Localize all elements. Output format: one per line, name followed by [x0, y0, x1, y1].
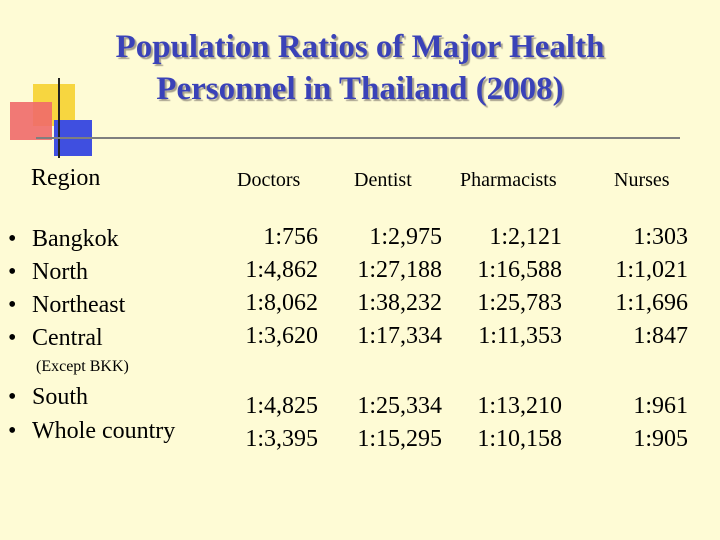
dentist-value: 1:15,295: [322, 425, 442, 453]
header-doctors: Doctors: [237, 168, 300, 192]
region-name: Bangkok: [32, 226, 119, 252]
bullet-icon: •: [8, 291, 32, 319]
doctors-value: 1:8,062: [200, 289, 318, 317]
region-name: Central: [32, 325, 103, 351]
slide-title: Population Ratios of Major Health Person…: [40, 26, 680, 110]
region-name: Northeast: [32, 292, 125, 318]
doctors-value: 1:756: [200, 223, 318, 251]
region-name: South: [32, 384, 88, 410]
table-row-region: • South: [8, 383, 88, 411]
header-nurses: Nurses: [614, 168, 670, 192]
bullet-icon: •: [8, 258, 32, 286]
pharmacists-value: 1:13,210: [448, 392, 562, 420]
dentist-value: 1:38,232: [322, 289, 442, 317]
dentist-value: 1:2,975: [322, 223, 442, 251]
header-pharmacists: Pharmacists: [460, 168, 557, 192]
table-row-region: • North: [8, 258, 88, 286]
header-dentist: Dentist: [354, 168, 412, 192]
header-region: Region: [31, 166, 100, 190]
table-row-region: • Bangkok: [8, 225, 119, 253]
bullet-icon: •: [8, 417, 32, 445]
doctors-value: 1:3,395: [200, 425, 318, 453]
nurses-value: 1:1,696: [572, 289, 688, 317]
bullet-icon: •: [8, 383, 32, 411]
bullet-icon: •: [8, 225, 32, 253]
nurses-value: 1:961: [572, 392, 688, 420]
table-row-region: • Whole country: [8, 417, 175, 445]
dentist-value: 1:25,334: [322, 392, 442, 420]
title-divider: [36, 137, 680, 139]
doctors-value: 1:4,862: [200, 256, 318, 284]
title-line-2: Personnel in Thailand (2008): [40, 68, 680, 110]
doctors-value: 1:3,620: [200, 322, 318, 350]
table-row-region: • Central: [8, 324, 103, 352]
title-line-1: Population Ratios of Major Health: [40, 26, 680, 68]
nurses-value: 1:303: [572, 223, 688, 251]
central-note: (Except BKK): [36, 358, 129, 376]
nurses-value: 1:847: [572, 322, 688, 350]
dentist-value: 1:27,188: [322, 256, 442, 284]
table-row-region: • Northeast: [8, 291, 125, 319]
pharmacists-value: 1:25,783: [448, 289, 562, 317]
nurses-value: 1:1,021: [572, 256, 688, 284]
pharmacists-value: 1:2,121: [448, 223, 562, 251]
region-name: Whole country: [32, 418, 175, 444]
pharmacists-value: 1:11,353: [448, 322, 562, 350]
region-name: North: [32, 259, 88, 285]
bullet-icon: •: [8, 324, 32, 352]
pharmacists-value: 1:16,588: [448, 256, 562, 284]
nurses-value: 1:905: [572, 425, 688, 453]
pharmacists-value: 1:10,158: [448, 425, 562, 453]
dentist-value: 1:17,334: [322, 322, 442, 350]
doctors-value: 1:4,825: [200, 392, 318, 420]
